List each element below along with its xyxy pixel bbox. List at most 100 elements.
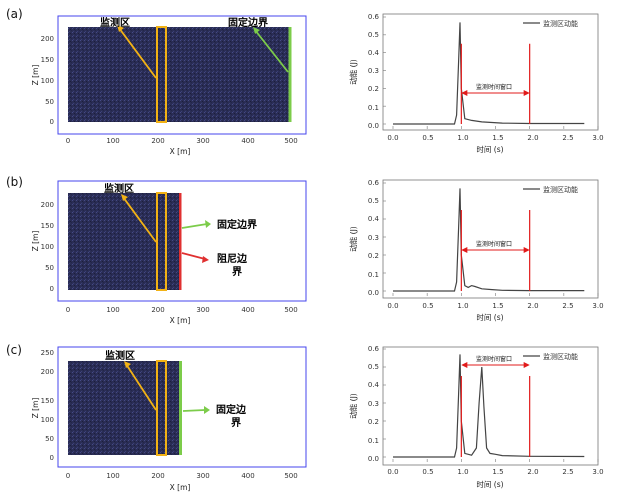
xtick: 0 [66, 472, 70, 480]
energy-frame [382, 179, 599, 299]
model-domain [68, 361, 181, 455]
xtick: 400 [241, 137, 254, 145]
model-frame [57, 346, 307, 468]
xtick: 0.0 [387, 468, 398, 476]
ytick: 0.1 [368, 437, 379, 445]
monitor-label: 监测区 [104, 182, 134, 195]
ytick: 0.4 [368, 49, 380, 57]
xtick: 1.5 [492, 468, 503, 476]
model-domain [68, 193, 181, 290]
xtick: 300 [196, 472, 209, 480]
energy-xlabel: 时间 (s) [476, 144, 503, 154]
ytick: 150 [41, 56, 54, 64]
monitor-arrow [125, 363, 157, 411]
ytick: 0.4 [368, 381, 380, 389]
ytick: 0.5 [368, 197, 379, 205]
ytick: 100 [41, 77, 54, 85]
xtick: 1.0 [457, 134, 468, 142]
energy-ylabel: 动能 (J) [348, 393, 358, 419]
xtick: 1.5 [492, 302, 503, 310]
xtick: 100 [106, 137, 119, 145]
energy-line [393, 188, 585, 292]
monitor-arrow [122, 196, 157, 243]
xtick: 2.0 [527, 302, 538, 310]
model-panel-c: 监测区 固定边 界 0 50 100 150 200 250 0 100 200… [31, 346, 307, 492]
ytick: 0.6 [368, 13, 380, 21]
energy-xticks: 0.0 0.5 1.0 1.5 2.0 2.5 3.0 [387, 134, 603, 142]
window-label: 监测时间窗口 [476, 355, 512, 363]
energy-yticks: 0.0 0.1 0.2 0.3 0.4 0.5 0.6 [368, 179, 380, 297]
energy-panel-a: 0.0 0.1 0.2 0.3 0.4 0.5 0.6 0.0 0.5 1.0 … [348, 13, 604, 154]
model-yticks: 0 50 100 150 200 [41, 35, 54, 126]
xtick: 1.0 [457, 468, 468, 476]
fixed-boundary-label-2: 界 [231, 417, 241, 429]
ytick: 0.1 [368, 104, 379, 112]
xtick: 2.5 [562, 468, 573, 476]
ytick: 200 [41, 368, 54, 376]
ytick: 0.3 [368, 234, 379, 242]
model-ylabel: Z [m] [31, 398, 40, 419]
energy-curves [383, 16, 599, 462]
energy-yticks: 0.0 0.1 0.2 0.3 0.4 0.5 0.6 [368, 13, 380, 130]
ytick: 0 [50, 118, 54, 126]
xtick: 300 [196, 137, 209, 145]
energy-line [393, 354, 585, 458]
xtick: 1.5 [492, 134, 503, 142]
panel-label-a: (a) [6, 7, 23, 21]
panel-label-c: (c) [6, 343, 22, 357]
energy-xlabel: 时间 (s) [476, 312, 503, 322]
ytick: 0.3 [368, 400, 379, 408]
ytick: 200 [41, 201, 54, 209]
xtick: 0 [66, 306, 70, 314]
monitor-arrow [118, 27, 157, 79]
monitor-arrowhead [121, 194, 128, 201]
xtick: 0.5 [422, 468, 433, 476]
xtick: 500 [284, 137, 297, 145]
fixed-boundary-label: 固定边界 [228, 16, 268, 29]
fixed-boundary [179, 361, 182, 455]
ytick: 0.0 [368, 455, 379, 463]
boundary-arrowhead [204, 406, 210, 414]
row-b: (b) 监测区 固定边界 阻尼边 界 0 50 100 150 200 [6, 175, 604, 325]
monitor-box [156, 360, 167, 456]
xtick: 0.5 [422, 134, 433, 142]
xtick: 0.0 [387, 302, 398, 310]
window-label: 监测时间窗口 [476, 83, 512, 91]
ytick: 100 [41, 416, 54, 424]
xtick: 100 [106, 306, 119, 314]
xtick: 200 [151, 306, 164, 314]
energy-ylabel: 动能 (J) [348, 59, 358, 85]
panel-label-b: (b) [6, 175, 23, 189]
ytick: 0.4 [368, 215, 380, 223]
model-yticks: 0 50 100 150 200 [41, 201, 54, 293]
monitor-arrowhead [124, 361, 131, 368]
boundary-arrow [254, 29, 289, 73]
xtick: 500 [284, 472, 297, 480]
damping-arrowhead [202, 256, 209, 263]
ytick: 0.5 [368, 31, 379, 39]
ytick: 50 [45, 264, 54, 272]
model-domain [68, 27, 291, 122]
ytick: 0.5 [368, 363, 379, 371]
damping-arrow [181, 252, 206, 260]
row-a: (a) 监测区 固定边界 0 50 100 150 200 0 100 2 [6, 7, 604, 156]
ytick: 100 [41, 243, 54, 251]
ytick: 0.2 [368, 252, 379, 260]
ytick: 0 [50, 285, 54, 293]
monitor-box [156, 26, 167, 123]
ytick: 0.2 [368, 418, 379, 426]
ytick: 50 [45, 435, 54, 443]
monitor-arrowhead [117, 25, 124, 32]
boundary-arrowhead [205, 220, 211, 228]
xtick: 100 [106, 472, 119, 480]
ytick: 150 [41, 397, 54, 405]
damping-boundary [179, 193, 182, 290]
xtick: 0.0 [387, 134, 398, 142]
boundary-arrowhead [253, 27, 260, 34]
xtick: 2.5 [562, 134, 573, 142]
row-c: (c) 监测区 固定边 界 0 50 100 150 200 250 0 [6, 343, 604, 492]
xtick: 1.0 [457, 302, 468, 310]
xtick: 2.0 [527, 468, 538, 476]
energy-ylabel: 动能 (J) [348, 226, 358, 252]
